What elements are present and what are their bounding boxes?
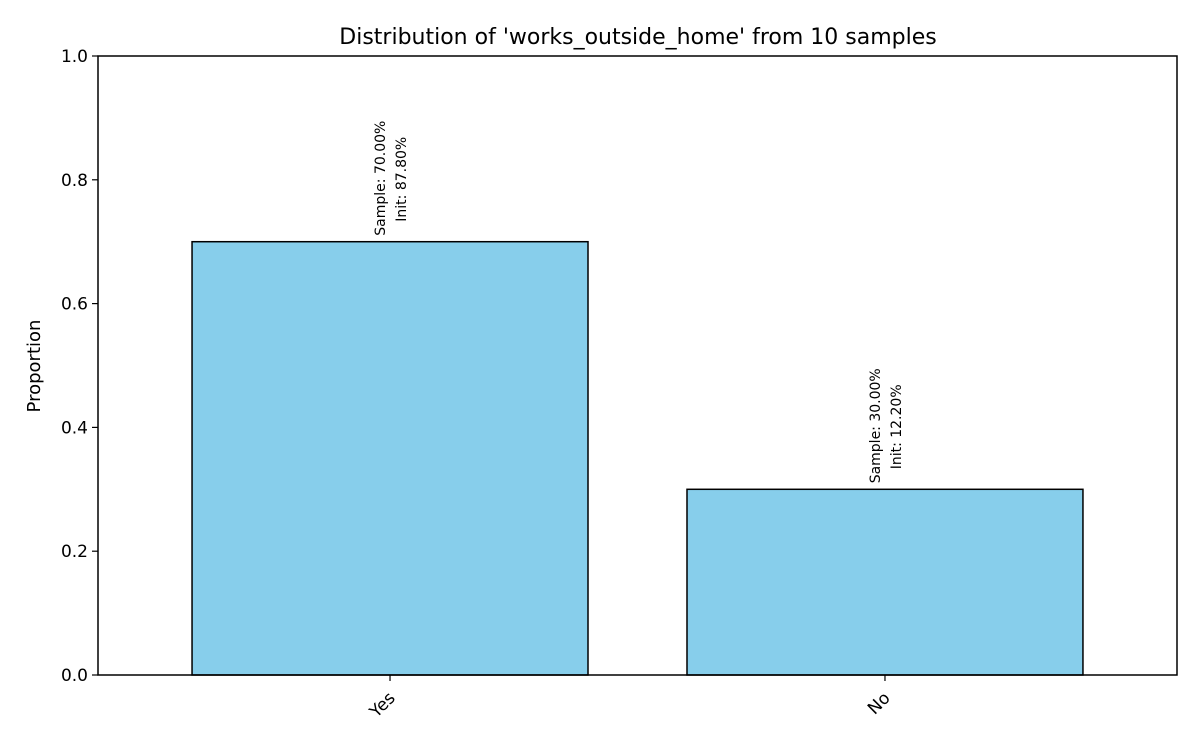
bar-annotation-sample: Sample: 30.00% [868,368,884,483]
bar-annotation-init: Init: 87.80% [394,137,410,222]
plot-frame [97,55,1178,676]
plot-area: Sample: 70.00% Init: 87.80% Yes Sample: 30.… [61,47,1178,723]
y-tick-label: 0.4 [61,418,88,438]
y-tick-label: 0.0 [61,666,88,686]
x-tick-label: Yes [365,688,399,722]
bar [686,488,1084,676]
y-tick-label: 0.6 [61,295,88,315]
y-tick-label: 0.8 [61,171,88,191]
y-axis-label: Proportion [24,320,45,413]
y-tick-label: 1.0 [61,47,88,67]
bar-annotation-init: Init: 12.20% [889,384,905,469]
y-tick-label: 0.2 [61,542,88,562]
x-tick-label: No [864,688,894,718]
bar [191,240,589,676]
bar-annotation-sample: Sample: 70.00% [373,121,389,236]
chart-title: Distribution of 'works_outside_home' fro… [339,25,936,50]
